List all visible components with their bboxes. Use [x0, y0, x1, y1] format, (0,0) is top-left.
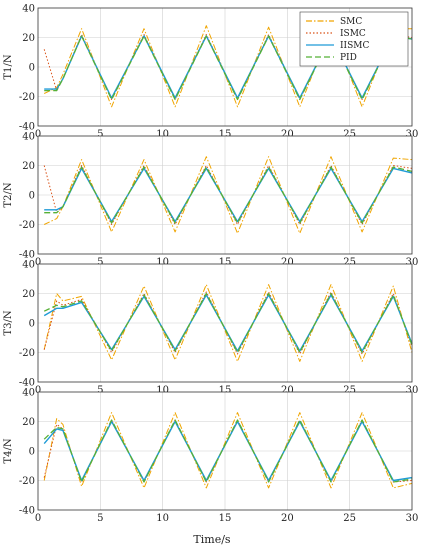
- x-tick-label: 25: [343, 513, 356, 524]
- y-tick-label: -40: [19, 378, 35, 389]
- y-tick-label: -20: [19, 220, 35, 231]
- y-tick-label: -20: [19, 348, 35, 359]
- series-iismc-line: [44, 167, 413, 223]
- y-tick-label: 20: [22, 161, 35, 172]
- x-tick-label: 30: [406, 129, 419, 140]
- x-tick-label: 25: [343, 129, 356, 140]
- x-tick-label: 10: [156, 513, 169, 524]
- y-tick-label: -20: [19, 92, 35, 103]
- legend-entry-iismc: IISMC: [340, 41, 369, 51]
- x-tick-label: 15: [219, 129, 232, 140]
- panel-2-y-axis-label: T2/N: [3, 182, 14, 207]
- panel-2-frame: [37, 135, 413, 255]
- x-tick-label: 20: [281, 257, 294, 268]
- y-tick-label: 0: [29, 319, 35, 330]
- x-tick-label: 5: [97, 129, 103, 140]
- legend-entry-pid: PID: [340, 53, 357, 63]
- x-tick-label: 15: [219, 257, 232, 268]
- x-tick-label: 5: [97, 513, 103, 524]
- series-smc-line: [43, 284, 413, 362]
- y-tick-label: 40: [22, 4, 35, 15]
- y-tick-label: 20: [22, 417, 35, 428]
- x-axis-label: Time/s: [193, 533, 231, 546]
- y-tick-label: 0: [29, 63, 35, 74]
- y-tick-label: 0: [29, 191, 35, 202]
- y-tick-label: 40: [22, 388, 35, 399]
- x-tick-label: 10: [156, 385, 169, 396]
- panel-1-frame: [37, 7, 413, 127]
- series-smc-line: [43, 25, 412, 108]
- x-tick-label: 20: [281, 385, 294, 396]
- series-ismc-line: [43, 291, 413, 355]
- x-tick-label: 10: [156, 257, 169, 268]
- panel-4-frame: [37, 391, 413, 511]
- panel-1-y-axis-label: T1/N: [3, 54, 14, 79]
- legend-entry-smc: SMC: [340, 17, 362, 27]
- x-tick-label: 15: [219, 513, 232, 524]
- x-tick-label: 5: [97, 385, 103, 396]
- x-tick-label: 20: [281, 129, 294, 140]
- x-tick-label: 0: [35, 513, 41, 524]
- panel-3-frame: [37, 263, 413, 383]
- x-tick-label: 15: [219, 385, 232, 396]
- series-smc-line: [43, 156, 413, 234]
- x-tick-label: 25: [343, 385, 356, 396]
- x-tick-label: 30: [406, 257, 419, 268]
- panel-3-y-axis-label: T3/N: [3, 310, 14, 335]
- y-tick-label: -40: [19, 122, 35, 133]
- x-tick-label: 0: [35, 129, 41, 140]
- x-tick-label: 30: [406, 513, 419, 524]
- y-tick-label: 0: [29, 447, 35, 458]
- y-tick-label: 40: [22, 132, 35, 143]
- y-tick-label: -20: [19, 476, 35, 487]
- y-tick-label: -40: [19, 250, 35, 261]
- x-tick-label: 30: [406, 385, 419, 396]
- y-tick-label: -40: [19, 506, 35, 517]
- legend-entry-ismc: ISMC: [340, 29, 366, 39]
- y-tick-label: 20: [22, 289, 35, 300]
- x-tick-label: 0: [35, 385, 41, 396]
- panel-4-y-axis-label: T4/N: [3, 438, 14, 463]
- x-tick-label: 0: [35, 257, 41, 268]
- y-tick-label: 40: [22, 260, 35, 271]
- y-tick-label: 20: [22, 33, 35, 44]
- x-tick-label: 25: [343, 257, 356, 268]
- series-pid-line: [43, 292, 413, 354]
- x-tick-label: 5: [97, 257, 103, 268]
- x-tick-label: 10: [156, 129, 169, 140]
- series-pid-line: [44, 35, 413, 101]
- x-tick-label: 20: [281, 513, 294, 524]
